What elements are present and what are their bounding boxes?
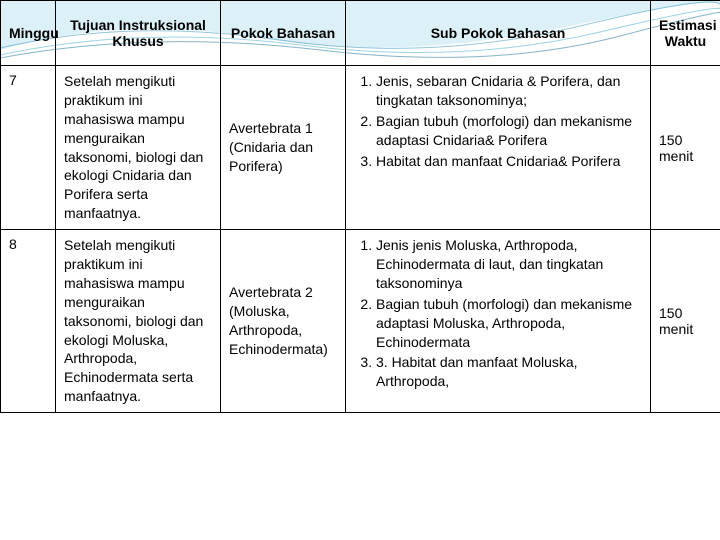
sub-item: 3. Habitat dan manfaat Moluska, Arthropo… <box>376 353 642 391</box>
sub-item: Jenis jenis Moluska, Arthropoda, Echinod… <box>376 236 642 293</box>
table-header-row: Minggu Tujuan Instruksional Khusus Pokok… <box>1 1 720 66</box>
sub-item: Jenis, sebaran Cnidaria & Porifera, dan … <box>376 72 642 110</box>
col-header-waktu: Estimasi Waktu <box>651 1 720 66</box>
cell-tujuan: Setelah mengikuti praktikum ini mahasisw… <box>56 230 221 413</box>
col-header-tujuan: Tujuan Instruksional Khusus <box>56 1 221 66</box>
cell-waktu: 150 menit <box>651 66 720 230</box>
cell-pokok: Avertebrata 2 (Moluska, Arthropoda, Echi… <box>221 230 346 413</box>
sub-item: Bagian tubuh (morfologi) dan mekanisme a… <box>376 295 642 352</box>
col-header-pokok: Pokok Bahasan <box>221 1 346 66</box>
table-row: 8 Setelah mengikuti praktikum ini mahasi… <box>1 230 720 413</box>
col-header-sub: Sub Pokok Bahasan <box>346 1 651 66</box>
cell-tujuan: Setelah mengikuti praktikum ini mahasisw… <box>56 66 221 230</box>
cell-sub: Jenis, sebaran Cnidaria & Porifera, dan … <box>346 66 651 230</box>
syllabus-table: Minggu Tujuan Instruksional Khusus Pokok… <box>0 0 720 413</box>
cell-minggu: 7 <box>1 66 56 230</box>
sub-item: Bagian tubuh (morfologi) dan mekanisme a… <box>376 112 642 150</box>
cell-sub: Jenis jenis Moluska, Arthropoda, Echinod… <box>346 230 651 413</box>
cell-waktu: 150 menit <box>651 230 720 413</box>
table-row: 7 Setelah mengikuti praktikum ini mahasi… <box>1 66 720 230</box>
cell-pokok: Avertebrata 1 (Cnidaria dan Porifera) <box>221 66 346 230</box>
sub-item: Habitat dan manfaat Cnidaria& Porifera <box>376 152 642 171</box>
cell-minggu: 8 <box>1 230 56 413</box>
col-header-minggu: Minggu <box>1 1 56 66</box>
